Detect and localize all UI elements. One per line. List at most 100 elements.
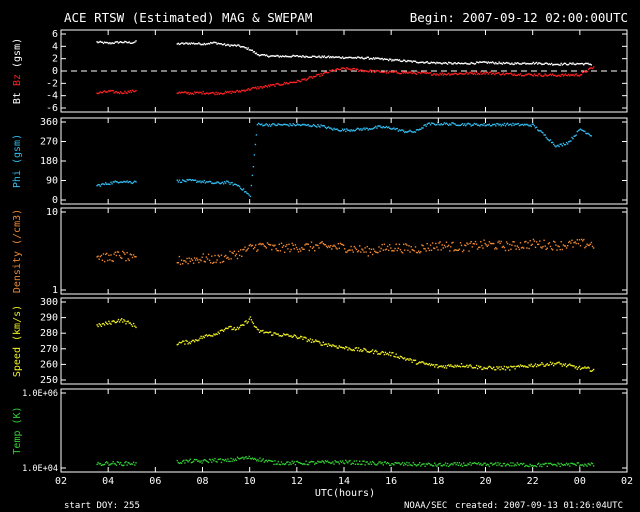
data-point bbox=[352, 67, 354, 70]
data-point bbox=[407, 59, 409, 62]
data-point bbox=[535, 465, 538, 468]
data-point bbox=[544, 73, 546, 75]
y-tick-label: 0 bbox=[52, 195, 58, 206]
data-point bbox=[355, 57, 358, 59]
data-point bbox=[411, 248, 413, 251]
y-axis-label: Speed (km/s) bbox=[12, 305, 23, 377]
data-point bbox=[347, 250, 349, 252]
data-point bbox=[336, 347, 338, 349]
data-point bbox=[403, 59, 405, 61]
data-point bbox=[542, 245, 544, 248]
data-point bbox=[528, 465, 530, 468]
data-point bbox=[514, 123, 516, 125]
data-point bbox=[585, 62, 587, 64]
data-point bbox=[99, 185, 101, 187]
data-point bbox=[561, 73, 563, 75]
data-point bbox=[284, 333, 286, 336]
data-point bbox=[253, 51, 256, 53]
data-point bbox=[540, 246, 542, 248]
data-point bbox=[416, 251, 419, 254]
data-point bbox=[187, 343, 189, 345]
data-point bbox=[514, 62, 516, 64]
data-point bbox=[264, 85, 267, 87]
data-point bbox=[508, 366, 510, 368]
y-tick-label: 1.0E+04 bbox=[22, 464, 58, 474]
data-point bbox=[340, 57, 343, 59]
data-point bbox=[528, 73, 530, 75]
data-point bbox=[352, 57, 354, 59]
data-point bbox=[282, 123, 285, 126]
data-point bbox=[588, 133, 590, 135]
data-point bbox=[318, 125, 320, 127]
data-point bbox=[543, 365, 545, 367]
data-point bbox=[367, 351, 369, 353]
data-point bbox=[574, 241, 576, 243]
data-point bbox=[327, 343, 330, 345]
y-axis-label-part: (gsm) bbox=[12, 38, 23, 74]
data-point bbox=[179, 462, 182, 464]
data-point bbox=[381, 243, 383, 246]
data-point bbox=[355, 128, 358, 130]
data-point bbox=[115, 464, 118, 466]
data-point bbox=[406, 60, 408, 63]
data-point bbox=[533, 63, 536, 65]
data-point bbox=[383, 243, 386, 245]
x-tick-label: 00 bbox=[574, 476, 586, 487]
data-point bbox=[225, 44, 227, 47]
data-point bbox=[409, 251, 411, 253]
data-point bbox=[214, 254, 216, 257]
data-point bbox=[179, 92, 182, 94]
y-tick-label: 270 bbox=[40, 137, 58, 148]
data-point bbox=[361, 248, 363, 250]
data-point bbox=[349, 459, 351, 462]
data-point bbox=[279, 463, 282, 466]
data-point bbox=[258, 55, 261, 57]
data-point bbox=[333, 345, 335, 347]
data-point bbox=[431, 242, 434, 244]
data-point bbox=[411, 131, 413, 133]
data-point bbox=[200, 44, 202, 46]
data-point bbox=[389, 244, 391, 246]
data-point bbox=[538, 462, 540, 464]
data-point bbox=[467, 73, 469, 75]
data-point bbox=[232, 458, 234, 460]
data-point bbox=[216, 461, 218, 463]
data-point bbox=[580, 129, 583, 131]
data-point bbox=[207, 461, 210, 464]
data-point bbox=[190, 258, 193, 260]
data-point bbox=[246, 89, 248, 91]
data-point bbox=[484, 367, 486, 370]
data-point bbox=[213, 261, 215, 264]
data-point bbox=[441, 366, 443, 368]
data-point bbox=[257, 86, 259, 88]
data-point bbox=[525, 240, 527, 243]
data-point bbox=[428, 462, 431, 465]
data-point bbox=[336, 461, 338, 463]
data-point bbox=[178, 341, 181, 344]
data-point bbox=[176, 92, 178, 95]
data-point bbox=[570, 462, 572, 465]
data-point bbox=[468, 463, 470, 466]
data-point bbox=[322, 242, 324, 245]
data-point bbox=[323, 243, 325, 246]
data-point bbox=[338, 69, 340, 71]
data-point bbox=[562, 63, 565, 65]
source-label: NOAA/SEC bbox=[404, 501, 447, 511]
x-tick-label: 02 bbox=[621, 476, 633, 487]
data-point bbox=[511, 62, 513, 64]
data-point bbox=[404, 131, 406, 134]
data-point bbox=[285, 123, 287, 126]
data-point bbox=[544, 134, 546, 136]
data-point bbox=[293, 81, 295, 83]
data-point bbox=[351, 462, 353, 464]
data-point bbox=[449, 74, 451, 76]
data-point bbox=[300, 462, 302, 464]
data-point bbox=[331, 462, 333, 464]
data-point bbox=[106, 322, 108, 325]
data-point bbox=[227, 43, 229, 46]
data-point bbox=[299, 248, 301, 250]
data-point bbox=[523, 462, 525, 465]
data-point bbox=[200, 91, 202, 94]
data-point bbox=[588, 63, 590, 66]
data-point bbox=[394, 356, 396, 358]
